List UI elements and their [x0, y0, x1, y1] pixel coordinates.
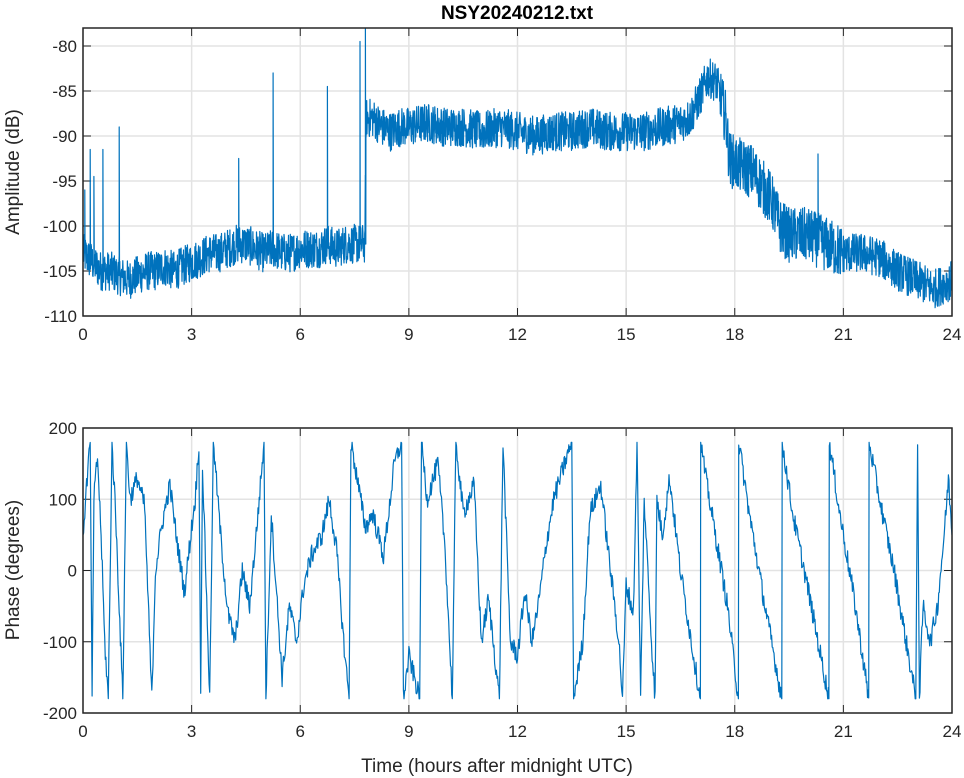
amplitude-axes: 0 3 6 9 12 15 18 21 24 -80 -85 -90 -95 -100 -105 -110 [43, 27, 962, 344]
x-tick-label: 9 [404, 722, 413, 741]
y-tick-label: -200 [43, 704, 77, 723]
y-tick-label: -100 [43, 633, 77, 652]
y-tick-label: -100 [43, 217, 77, 236]
x-tick-label: 12 [508, 325, 527, 344]
y-tick-label: -95 [52, 172, 77, 191]
y-tick-label: 200 [49, 419, 77, 438]
phase-y-label: Phase (degrees) [3, 500, 24, 640]
axes-box [82, 427, 953, 714]
x-tick-label: 15 [617, 722, 636, 741]
y-tick-label: -85 [52, 82, 77, 101]
y-tick-label: 0 [68, 562, 77, 581]
phase-series-line [83, 441, 952, 700]
x-axis-label: Time (hours after midnight UTC) [361, 756, 633, 777]
phase-axes: 0 3 6 9 12 15 18 21 24 200 100 0 -100 -200 [43, 419, 961, 741]
x-tick-label: 3 [187, 325, 196, 344]
x-tick-label: 3 [187, 722, 196, 741]
y-tick-label: -110 [44, 307, 77, 326]
y-tick-label: -80 [52, 37, 77, 56]
y-tick-label: 100 [49, 490, 77, 509]
x-tick-label: 6 [296, 722, 305, 741]
x-tick-label: 9 [404, 325, 413, 344]
y-tick-label: -105 [43, 262, 77, 281]
x-tick-label: 21 [834, 325, 853, 344]
x-tick-label: 6 [296, 325, 305, 344]
x-tick-label: 24 [943, 722, 962, 741]
x-tick-label: 18 [725, 722, 744, 741]
x-tick-label: 12 [508, 722, 527, 741]
y-tick-label: -90 [52, 127, 77, 146]
amplitude-series-line [83, 28, 952, 309]
amplitude-y-label: Amplitude (dB) [3, 109, 24, 235]
x-tick-label: 0 [78, 722, 87, 741]
x-tick-label: 24 [943, 325, 962, 344]
chart-title: NSY20240212.txt [441, 3, 594, 24]
x-tick-label: 0 [78, 325, 87, 344]
x-tick-label: 21 [834, 722, 853, 741]
x-tick-label: 15 [617, 325, 636, 344]
axes-box [82, 27, 953, 317]
x-tick-label: 18 [725, 325, 744, 344]
